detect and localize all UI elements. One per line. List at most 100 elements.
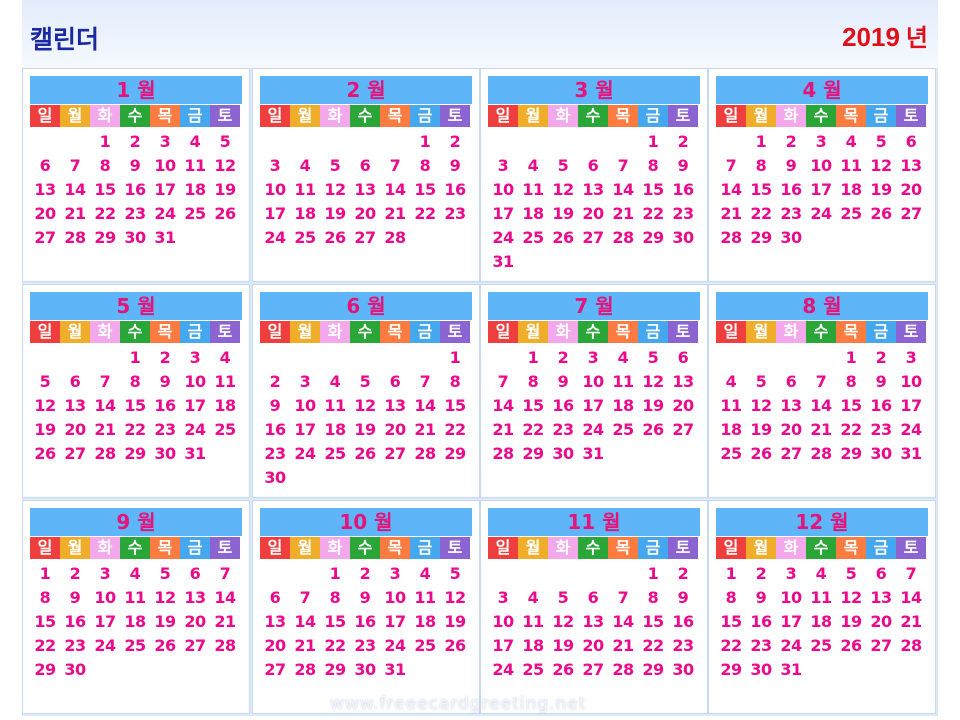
day-number: 13 (582, 180, 604, 199)
day-number: 4 (419, 564, 431, 583)
day-number: 10 (154, 156, 176, 175)
day-number: 12 (870, 156, 892, 175)
day-number: 25 (810, 636, 832, 655)
day-number: 18 (184, 180, 206, 199)
weekday-label: 일 (716, 537, 746, 559)
month-title: 4 월 (716, 76, 928, 104)
day-number: 5 (359, 372, 371, 391)
day-number: 24 (780, 636, 802, 655)
day-number: 9 (269, 396, 281, 415)
day-number: 5 (875, 132, 887, 151)
day-number: 20 (582, 636, 604, 655)
day-number: 21 (612, 636, 634, 655)
day-number: 1 (725, 564, 737, 583)
day-number: 28 (492, 444, 514, 463)
day-number: 3 (159, 132, 171, 151)
day-number: 27 (672, 420, 694, 439)
day-number: 1 (39, 564, 51, 583)
month-title: 7 월 (488, 292, 700, 320)
weekday-label: 토 (210, 321, 240, 343)
weekday-label: 목 (150, 537, 180, 559)
weekday-label: 월 (290, 321, 320, 343)
day-number: 16 (354, 612, 376, 631)
day-number: 3 (497, 156, 509, 175)
weekday-label: 일 (488, 537, 518, 559)
day-number: 9 (677, 156, 689, 175)
day-number: 7 (419, 372, 431, 391)
day-number: 26 (750, 444, 772, 463)
day-number: 30 (264, 468, 286, 487)
day-number: 1 (419, 132, 431, 151)
day-number: 12 (552, 612, 574, 631)
weekday-label: 일 (260, 105, 290, 127)
day-number: 12 (154, 588, 176, 607)
day-number: 20 (64, 420, 86, 439)
day-number: 29 (522, 444, 544, 463)
weekday-label: 화 (548, 105, 578, 127)
day-number: 11 (522, 180, 544, 199)
day-number: 10 (582, 372, 604, 391)
weekday-label: 토 (896, 537, 926, 559)
day-number: 2 (129, 132, 141, 151)
day-number: 26 (840, 636, 862, 655)
month-panel: 7 월 일 월 화 수 목 금 토 1 2 3 4 5 6 7 8 9 10 11 12 13 14 15 16 17 18 19 2… (480, 284, 708, 498)
day-number: 27 (184, 636, 206, 655)
day-number: 5 (845, 564, 857, 583)
day-number: 15 (522, 396, 544, 415)
day-number: 13 (64, 396, 86, 415)
day-number: 24 (384, 636, 406, 655)
day-number: 21 (414, 420, 436, 439)
weekday-label: 수 (806, 105, 836, 127)
month-title: 1 월 (30, 76, 242, 104)
weekday-label: 금 (866, 105, 896, 127)
day-number: 10 (184, 372, 206, 391)
day-number: 28 (900, 636, 922, 655)
day-number: 5 (755, 372, 767, 391)
day-number: 17 (780, 612, 802, 631)
weekday-label: 월 (746, 321, 776, 343)
day-number: 3 (785, 564, 797, 583)
day-number: 2 (755, 564, 767, 583)
day-number: 31 (384, 660, 406, 679)
day-number: 30 (354, 660, 376, 679)
day-number: 20 (870, 612, 892, 631)
day-number: 6 (359, 156, 371, 175)
day-number: 12 (552, 180, 574, 199)
day-number: 6 (587, 588, 599, 607)
day-number: 14 (810, 396, 832, 415)
month-panel: 9 월 일 월 화 수 목 금 토 1 2 3 4 5 6 7 8 9 10 11 12 13 14 15 16 17 18 19 2… (22, 500, 250, 714)
weekday-label: 수 (578, 537, 608, 559)
day-number: 17 (900, 396, 922, 415)
day-number: 2 (449, 132, 461, 151)
day-number: 16 (154, 396, 176, 415)
day-number: 28 (214, 636, 236, 655)
day-number: 12 (750, 396, 772, 415)
day-number: 16 (552, 396, 574, 415)
day-number: 16 (124, 180, 146, 199)
day-number: 8 (527, 372, 539, 391)
weekday-label: 금 (866, 321, 896, 343)
weekday-label: 토 (210, 537, 240, 559)
weekday-label: 토 (440, 537, 470, 559)
day-number: 19 (34, 420, 56, 439)
weekday-label: 화 (776, 321, 806, 343)
day-number: 4 (725, 372, 737, 391)
day-number: 29 (324, 660, 346, 679)
day-number: 14 (384, 180, 406, 199)
day-number: 25 (214, 420, 236, 439)
month-title: 6 월 (260, 292, 472, 320)
day-number: 23 (154, 420, 176, 439)
day-number: 6 (389, 372, 401, 391)
day-number: 2 (269, 372, 281, 391)
day-number: 1 (449, 348, 461, 367)
day-number: 19 (840, 612, 862, 631)
day-number: 28 (612, 228, 634, 247)
day-number: 15 (720, 612, 742, 631)
weekday-label: 일 (30, 537, 60, 559)
day-number: 9 (875, 372, 887, 391)
day-number: 17 (184, 396, 206, 415)
day-number: 5 (39, 372, 51, 391)
weekday-label: 금 (638, 537, 668, 559)
day-number: 4 (845, 132, 857, 151)
day-number: 17 (94, 612, 116, 631)
